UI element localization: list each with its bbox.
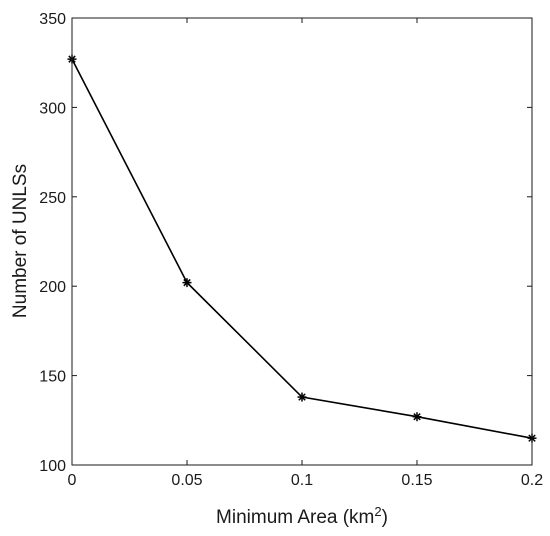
y-tick-label: 100	[39, 458, 66, 475]
x-tick-label: 0	[68, 472, 77, 489]
ticks-layer: 0 0.05 0.1 0.15 0.2 100 150 200 250 300 350	[39, 11, 543, 489]
plot-area-background	[72, 18, 532, 465]
x-axis-label: Minimum Area (km2)	[216, 504, 388, 528]
y-axis-label: Number of UNLSs	[10, 164, 31, 318]
x-tick-label: 0.05	[171, 472, 202, 489]
marker-stroke	[298, 393, 306, 401]
y-tick-label: 300	[39, 100, 66, 117]
labels-layer: Minimum Area (km2) Number of UNLSs	[10, 164, 388, 528]
data-point-marker	[182, 278, 192, 288]
y-tick-label: 250	[39, 190, 66, 207]
data-point-marker	[412, 412, 422, 422]
y-tick-label: 200	[39, 279, 66, 296]
y-tick-label: 150	[39, 369, 66, 386]
marker-stroke	[413, 413, 421, 421]
x-axis-label-main: Minimum Area (km	[216, 507, 374, 528]
x-tick-label: 0.2	[521, 472, 543, 489]
x-tick-label: 0.1	[291, 472, 313, 489]
plot-frame	[71, 17, 533, 466]
marker-stroke	[183, 278, 191, 287]
x-axis-label-superscript: 2	[374, 504, 381, 519]
y-tick-label: 350	[39, 11, 66, 28]
x-axis-label-suffix: )	[382, 507, 388, 528]
data-point-marker	[297, 392, 307, 402]
x-tick-label: 0.15	[401, 472, 432, 489]
